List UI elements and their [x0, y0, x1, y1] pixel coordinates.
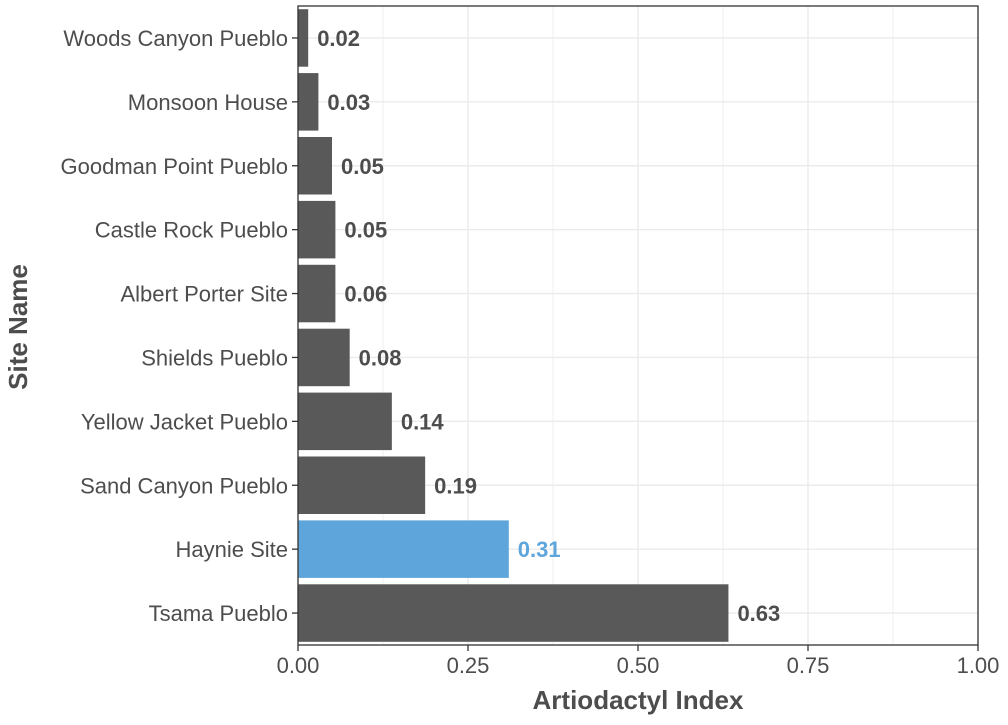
- bar: [298, 73, 319, 131]
- y-tick-label: Haynie Site: [175, 537, 288, 562]
- bar: [298, 520, 509, 578]
- bar: [298, 9, 309, 67]
- bar: [298, 456, 426, 515]
- x-tick-label: 0.25: [447, 653, 490, 678]
- bar: [298, 584, 729, 642]
- y-axis-title: Site Name: [3, 264, 33, 390]
- y-axis-ticks: Woods Canyon Pueblo Monsoon House Goodman …: [61, 26, 298, 626]
- data-label: 0.03: [327, 90, 370, 115]
- y-tick-label: Castle Rock Pueblo: [95, 218, 288, 243]
- grid-lines: [297, 6, 979, 645]
- bar: [298, 200, 336, 259]
- data-label: 0.06: [344, 282, 387, 307]
- bar: [298, 392, 392, 451]
- x-axis-ticks: 0.00 0.25 0.50 0.75 1.00: [277, 645, 1000, 678]
- data-label: 0.31: [518, 537, 561, 562]
- bar: [298, 264, 336, 323]
- x-tick-label: 0.50: [617, 653, 660, 678]
- y-tick-label: Woods Canyon Pueblo: [63, 26, 288, 51]
- data-label: 0.02: [317, 26, 360, 51]
- value-labels: 0.02 0.03 0.05 0.05 0.06 0.08 0.14 0.19 0.31 0.63: [317, 26, 780, 626]
- x-axis-title: Artiodactyl Index: [533, 685, 744, 715]
- data-label: 0.63: [737, 601, 780, 626]
- y-tick-label: Tsama Pueblo: [149, 601, 288, 626]
- x-tick-label: 0.00: [277, 653, 320, 678]
- bar: [298, 136, 332, 195]
- bar: [298, 328, 350, 387]
- bars: [298, 9, 729, 642]
- y-tick-label: Monsoon House: [128, 90, 288, 115]
- x-tick-label: 1.00: [957, 653, 1000, 678]
- y-tick-label: Albert Porter Site: [120, 282, 288, 307]
- data-label: 0.14: [401, 409, 445, 434]
- data-label: 0.19: [434, 473, 477, 498]
- data-label: 0.08: [359, 345, 402, 370]
- data-label: 0.05: [344, 218, 387, 243]
- y-tick-label: Yellow Jacket Pueblo: [81, 409, 288, 434]
- y-tick-label: Goodman Point Pueblo: [61, 154, 289, 179]
- data-label: 0.05: [341, 154, 384, 179]
- y-tick-label: Sand Canyon Pueblo: [80, 473, 288, 498]
- y-tick-label: Shields Pueblo: [141, 345, 288, 370]
- x-tick-label: 0.75: [787, 653, 830, 678]
